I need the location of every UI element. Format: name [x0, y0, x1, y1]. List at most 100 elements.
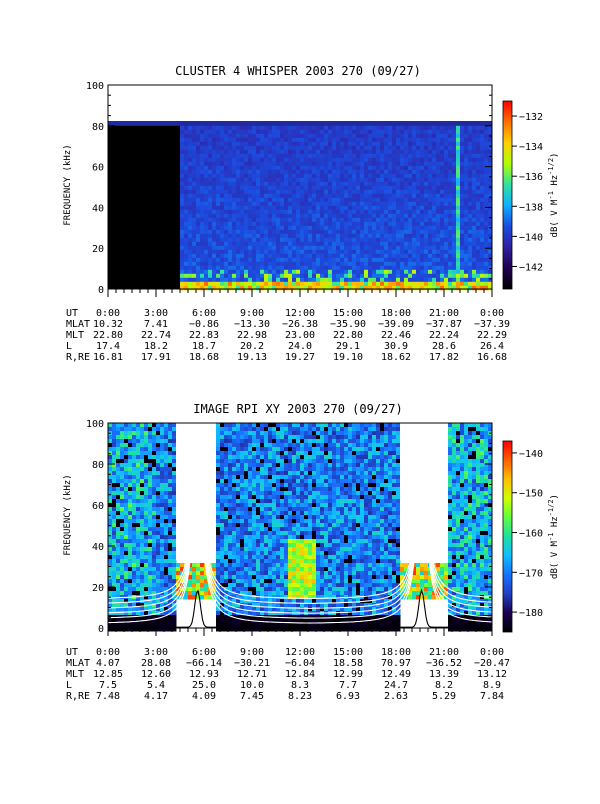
spectrogram-cell — [248, 491, 253, 496]
spectrogram-cell — [364, 222, 369, 227]
spectrogram-cell — [352, 194, 357, 199]
spectrogram-cell — [376, 218, 381, 223]
spectrogram-cell — [248, 210, 253, 215]
spectrogram-cell — [228, 138, 233, 143]
spectrogram-cell — [204, 182, 209, 187]
spectrogram-cell — [120, 455, 125, 460]
spectrogram-cell — [428, 194, 433, 199]
spectrogram-cell — [296, 146, 301, 151]
spectrogram-cell — [344, 234, 349, 239]
spectrogram-cell — [220, 519, 225, 524]
spectrogram-cell — [308, 178, 313, 183]
spectrogram-cell — [248, 194, 253, 199]
spectrogram-cell — [220, 491, 225, 496]
spectrogram-cell — [196, 154, 201, 159]
spectrogram-cell — [432, 174, 437, 179]
spectrogram-cell — [248, 515, 253, 520]
spectrogram-cell — [336, 266, 341, 271]
spectrogram-cell — [232, 238, 237, 243]
spectrogram-cell — [476, 258, 481, 263]
spectrogram-cell — [364, 178, 369, 183]
spectrogram-cell — [288, 194, 293, 199]
spectrogram-cell — [356, 150, 361, 155]
spectrogram-cell — [224, 266, 229, 271]
spectrogram-cell — [232, 515, 237, 520]
spectrogram-cell — [316, 170, 321, 175]
spectrogram-cell — [268, 182, 273, 187]
spectrogram-cell — [132, 455, 137, 460]
spectrogram-cell — [272, 206, 277, 211]
spectrogram-cell — [296, 190, 301, 195]
spectrogram-cell — [312, 270, 317, 275]
spectrogram-cell — [256, 254, 261, 258]
spectrogram-cell — [308, 234, 313, 239]
spectrogram-cell — [440, 246, 445, 251]
spectrogram-cell — [236, 619, 241, 624]
spectrogram-cell — [480, 146, 485, 151]
spectrogram-cell — [220, 162, 225, 167]
spectrogram-cell — [128, 443, 133, 448]
spectrogram-cell — [360, 234, 365, 239]
spectrogram-cell — [248, 258, 253, 263]
spectrogram-cell — [352, 198, 357, 203]
spectrogram-cell — [348, 262, 353, 267]
spectrogram-cell — [220, 182, 225, 187]
spectrogram-cell — [112, 479, 117, 484]
spectrogram-cell — [448, 218, 453, 223]
spectrogram-cell — [240, 431, 245, 436]
spectrogram-cell — [336, 166, 341, 171]
spectrogram-cell — [216, 527, 221, 532]
spectrogram-cell — [156, 563, 161, 568]
spectrogram-cell — [304, 150, 309, 155]
spectrogram-cell — [128, 587, 133, 592]
spectrogram-cell — [400, 162, 405, 167]
spectrogram-cell — [276, 250, 281, 255]
spectrogram-cell — [220, 126, 225, 131]
spectrogram-cell — [392, 202, 397, 207]
spectrogram-cell — [264, 459, 269, 464]
spectrogram-cell — [248, 539, 253, 544]
spectrogram-cell — [268, 218, 273, 223]
spectrogram-cell — [236, 230, 241, 235]
spectrogram-cell — [260, 543, 265, 548]
spectrogram-cell — [112, 423, 117, 428]
spectrogram-cell — [484, 254, 489, 258]
spectrogram-cell — [288, 274, 293, 279]
spectrogram-cell — [468, 214, 473, 219]
spectrogram-cell — [324, 138, 329, 143]
spectrogram-cell — [232, 455, 237, 460]
spectrogram-cell — [220, 238, 225, 243]
spectrogram-cell — [392, 254, 397, 258]
spectrogram-cell — [108, 435, 113, 440]
spectrogram-cell — [108, 495, 113, 500]
spectrogram-cell — [136, 519, 141, 524]
spectrogram-cell — [332, 150, 337, 155]
spectrogram-cell — [184, 190, 189, 195]
spectrogram-cell — [456, 146, 461, 151]
spectrogram-cell — [252, 531, 257, 536]
spectrogram-cell — [232, 443, 237, 448]
spectrogram-cell — [388, 214, 393, 219]
spectrogram-cell — [228, 439, 233, 444]
spectrogram-cell — [372, 214, 377, 219]
spectrogram-cell — [412, 162, 417, 167]
spectrogram-cell — [316, 162, 321, 167]
spectrogram-cell — [112, 487, 117, 492]
data-gap-black — [108, 126, 180, 289]
spectrogram-cell — [304, 270, 309, 275]
spectrogram-cell — [124, 463, 129, 468]
spectrogram-cell — [328, 162, 333, 167]
spectrogram-cell — [388, 146, 393, 151]
spectrogram-cell — [384, 262, 389, 267]
spectrogram-cell — [244, 194, 249, 199]
spectrogram-cell — [240, 202, 245, 207]
spectrogram-cell — [460, 198, 465, 203]
spectrogram-cell — [108, 455, 113, 460]
spectrogram-cell — [248, 222, 253, 227]
spectrogram-cell — [260, 222, 265, 227]
spectrogram-cell — [436, 154, 441, 159]
spectrogram-cell — [196, 286, 201, 291]
ephemeris-value: 19.13 — [237, 352, 267, 363]
spectrogram-cell — [108, 567, 113, 572]
spectrogram-cell — [356, 182, 361, 187]
